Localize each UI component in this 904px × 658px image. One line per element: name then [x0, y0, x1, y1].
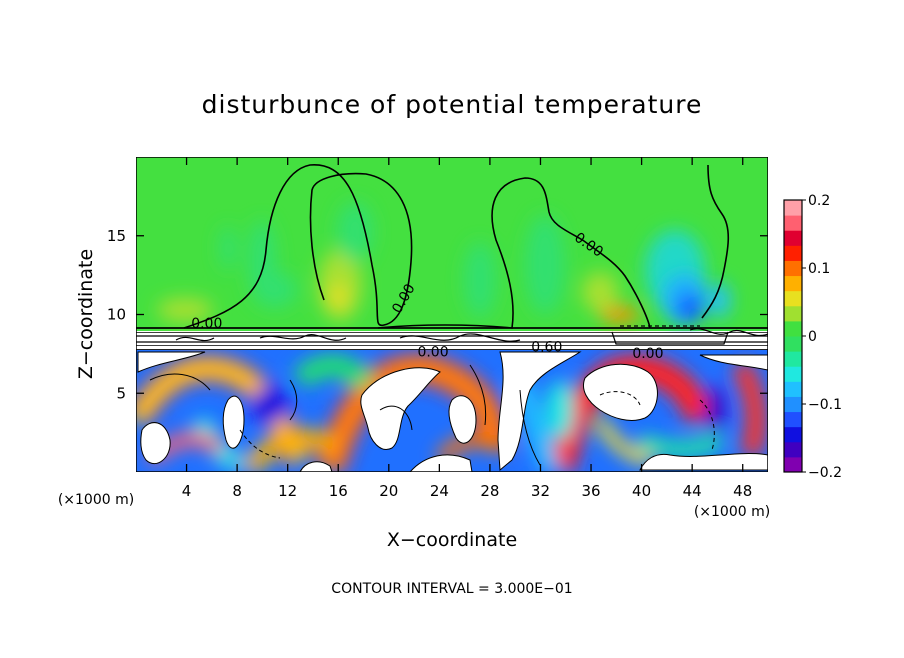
colorbar-tick-label: −0.2 [808, 465, 842, 481]
x-tick-label: 20 [379, 482, 398, 500]
colorbar-tick-label: 0.1 [808, 261, 830, 277]
colorbar-swatch [784, 275, 802, 292]
plot-area [136, 157, 768, 472]
x-unit-right: (×1000 m) [694, 504, 770, 520]
interface-contours [136, 325, 768, 345]
x-tick-label: 16 [329, 482, 348, 500]
contour-label: 0.00 [191, 316, 222, 332]
x-tick-label: 4 [182, 482, 192, 500]
colorbar-swatch [784, 351, 802, 367]
colorbar-swatch [784, 381, 802, 397]
x-axis: 4 8 12 16 20 24 28 32 36 40 44 48 [182, 157, 752, 500]
x-axis-label: X−coordinate [387, 529, 517, 551]
lower-contours [149, 364, 715, 466]
x-tick-label: 12 [278, 482, 297, 500]
y-tick-label: 10 [107, 306, 126, 324]
x-tick-label: 44 [683, 482, 702, 500]
lower-white-patches [137, 351, 768, 472]
colorbar-swatch [784, 320, 802, 337]
colorbar-tick-label: 0 [808, 329, 817, 345]
y-axis: 5 10 15 [107, 227, 768, 402]
colorbar: 0.2 0.1 0 −0.1 −0.2 [783, 193, 842, 481]
contour-label: 0.00 [417, 344, 448, 360]
colorbar-swatch [784, 200, 802, 216]
colorbar-swatch [784, 305, 802, 322]
colorbar-swatch [784, 290, 802, 307]
colorbar-tick-label: 0.2 [808, 193, 830, 209]
colorbar-swatch [784, 260, 802, 277]
colorbar-swatch [784, 336, 802, 352]
contour-label: 0.60 [531, 340, 562, 356]
x-tick-label: 48 [733, 482, 752, 500]
lower-turbulent-layer [136, 350, 768, 472]
x-tick-label: 32 [531, 482, 550, 500]
x-tick-label: 36 [581, 482, 600, 500]
colorbar-swatch [784, 411, 802, 428]
x-tick-label: 24 [430, 482, 449, 500]
colorbar-swatch [784, 456, 802, 473]
x-tick-label: 28 [480, 482, 499, 500]
contour-label: 0.00 [632, 346, 663, 362]
y-axis-label: Z−coordinate [75, 249, 97, 379]
colorbar-swatch [784, 215, 802, 231]
colorbar-swatch [784, 426, 802, 443]
y-tick-label: 15 [107, 227, 126, 245]
x-tick-label: 40 [632, 482, 651, 500]
colorbar-swatch [784, 230, 802, 246]
x-tick-label: 8 [232, 482, 242, 500]
contour-interval-note: CONTOUR INTERVAL = 3.000E−01 [331, 581, 572, 597]
chart-title: disturbunce of potential temperature [202, 90, 703, 119]
x-unit-left: (×1000 m) [58, 492, 134, 508]
colorbar-swatch [784, 245, 802, 261]
y-tick-label: 5 [116, 384, 126, 402]
colorbar-swatch [784, 396, 802, 413]
colorbar-tick-label: −0.1 [808, 397, 842, 413]
colorbar-swatch [784, 441, 802, 458]
colorbar-swatch [784, 366, 802, 382]
upper-blue-core [663, 274, 730, 326]
